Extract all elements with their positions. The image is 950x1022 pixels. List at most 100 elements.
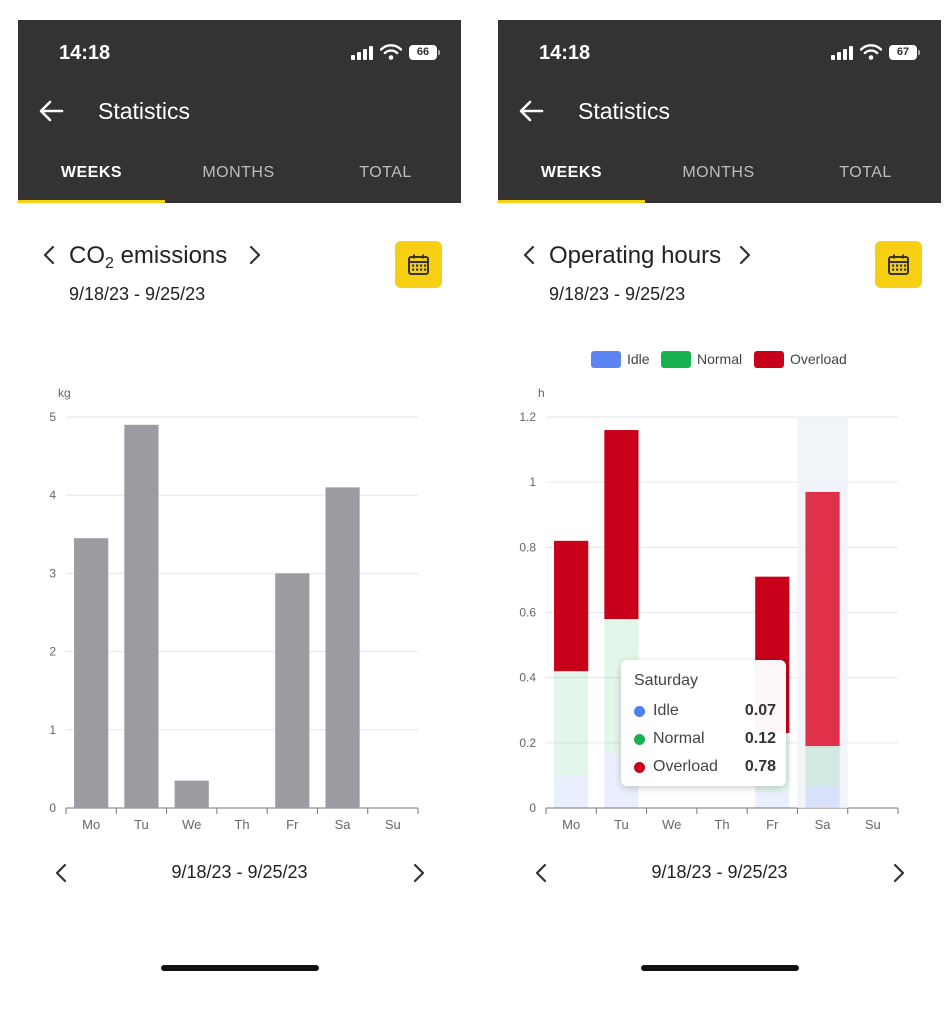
bar-normal-mo	[554, 671, 589, 776]
metric-title: CO2 emissions	[69, 242, 228, 272]
wifi-icon	[380, 44, 402, 60]
home-indicator[interactable]	[161, 965, 319, 971]
y-axis-unit: kg	[58, 386, 71, 400]
x-tick-label: Fr	[766, 817, 779, 830]
legend-label: Idle	[627, 351, 650, 367]
x-tick-label: Tu	[614, 817, 629, 830]
x-tick-label: Su	[385, 817, 401, 830]
x-tick-label: Sa	[335, 817, 352, 830]
y-tick-label: 1	[49, 723, 56, 737]
chevron-left-icon[interactable]	[522, 244, 536, 266]
y-tick-label: 1	[529, 475, 536, 489]
x-tick-label: We	[182, 817, 201, 830]
calendar-button[interactable]	[395, 241, 442, 288]
cellular-signal-icon	[351, 46, 375, 60]
tooltip-value: 0.78	[744, 758, 776, 775]
y-tick-label: 5	[49, 410, 56, 424]
chevron-left-icon[interactable]	[54, 862, 68, 884]
y-tick-label: 2	[49, 645, 56, 659]
y-tick-label: 3	[49, 566, 56, 580]
bar-overload-sa	[805, 491, 840, 747]
battery-icon: 67	[889, 45, 920, 60]
calendar-button[interactable]	[875, 241, 922, 288]
date-pager: 9/18/23 - 9/25/23	[18, 858, 461, 888]
page-title: Statistics	[578, 98, 671, 124]
chevron-left-icon[interactable]	[42, 244, 56, 266]
legend-label: Normal	[697, 351, 743, 367]
tooltip-label: Idle	[653, 702, 679, 719]
bar-overload-tu	[604, 430, 639, 620]
bar-normal-sa	[805, 746, 840, 786]
tab-weeks[interactable]: WEEKS	[18, 158, 165, 203]
chevron-right-icon[interactable]	[892, 862, 906, 884]
page-title: Statistics	[98, 98, 191, 124]
bar-idle-mo	[554, 775, 589, 808]
pager-date-range: 9/18/23 - 9/25/23	[651, 862, 788, 882]
pager-date-range: 9/18/23 - 9/25/23	[171, 862, 308, 882]
legend-label: Overload	[790, 351, 847, 367]
tab-total[interactable]: TOTAL	[839, 164, 892, 181]
calendar-icon	[888, 254, 909, 275]
bar-we	[174, 780, 209, 808]
x-tick-label: Su	[865, 817, 881, 830]
back-arrow-icon[interactable]	[518, 98, 544, 124]
bar-tu	[124, 424, 159, 808]
status-time: 14:18	[539, 42, 591, 64]
legend-swatch	[754, 351, 784, 368]
tooltip-title: Saturday	[634, 672, 699, 689]
bar-sa	[325, 487, 360, 808]
calendar-icon	[408, 254, 429, 275]
chevron-right-icon[interactable]	[738, 244, 752, 266]
tooltip-value: 0.07	[744, 702, 776, 719]
date-range: 9/18/23 - 9/25/23	[69, 284, 206, 304]
y-tick-label: 0.8	[519, 540, 536, 554]
chevron-right-icon[interactable]	[412, 862, 426, 884]
legend-swatch	[661, 351, 691, 368]
y-tick-label: 0.2	[519, 736, 536, 750]
x-tick-label: Mo	[562, 817, 580, 830]
tab-bar: WEEKS MONTHS TOTAL	[498, 158, 941, 203]
status-icons: 67	[831, 44, 920, 62]
tab-months[interactable]: MONTHS	[202, 164, 275, 181]
y-tick-label: 0	[529, 801, 536, 815]
tab-months[interactable]: MONTHS	[682, 164, 755, 181]
cellular-signal-icon	[831, 46, 855, 60]
app-header: 14:18 66 Statistics WEEKS MONTHS TOTAL	[18, 20, 461, 203]
x-tick-label: Mo	[82, 817, 100, 830]
y-tick-label: 1.2	[519, 410, 536, 424]
bar-idle-fr	[755, 791, 790, 808]
bar-idle-sa	[805, 785, 840, 808]
tooltip-value: 0.12	[744, 730, 776, 747]
app-header: 14:18 67 Statistics WEEKS MONTHS TOTAL	[498, 20, 941, 203]
co2-bar-chart: kg 0 1 2 3 4 5 Mo Tu We Th Fr Sa Su	[49, 386, 419, 830]
home-indicator[interactable]	[641, 965, 799, 971]
tooltip-label: Normal	[653, 730, 705, 747]
chevron-left-icon[interactable]	[534, 862, 548, 884]
y-tick-label: 0	[49, 801, 56, 815]
x-tick-label: We	[662, 817, 681, 830]
legend-swatch	[591, 351, 621, 368]
tooltip-row-normal: Normal 0.12	[634, 730, 776, 750]
bar-mo	[74, 538, 109, 808]
metric-title: Operating hours	[549, 242, 722, 269]
chart-legend: Idle Normal Overload	[591, 350, 861, 370]
y-tick-label: 4	[49, 488, 56, 502]
x-tick-label: Th	[714, 817, 729, 830]
status-time: 14:18	[59, 42, 111, 64]
x-tick-label: Fr	[286, 817, 299, 830]
y-tick-label: 0.4	[519, 671, 536, 685]
bar-overload-mo	[554, 540, 589, 672]
x-tick-label: Tu	[134, 817, 149, 830]
tooltip-row-idle: Idle 0.07	[634, 702, 776, 722]
chevron-right-icon[interactable]	[248, 244, 262, 266]
back-arrow-icon[interactable]	[38, 98, 64, 124]
phone-screen-operating-hours: 14:18 67 Statistics WEEKS MONTHS TOTAL	[498, 20, 941, 1000]
tooltip-label: Overload	[653, 758, 718, 775]
tab-total[interactable]: TOTAL	[359, 164, 412, 181]
date-pager: 9/18/23 - 9/25/23	[498, 858, 941, 888]
tab-weeks[interactable]: WEEKS	[498, 158, 645, 203]
y-tick-label: 0.6	[519, 606, 536, 620]
phone-screen-co2: 14:18 66 Statistics WEEKS MONTHS TOTAL	[18, 20, 461, 1000]
x-tick-label: Th	[234, 817, 249, 830]
tooltip-dot	[634, 706, 645, 717]
